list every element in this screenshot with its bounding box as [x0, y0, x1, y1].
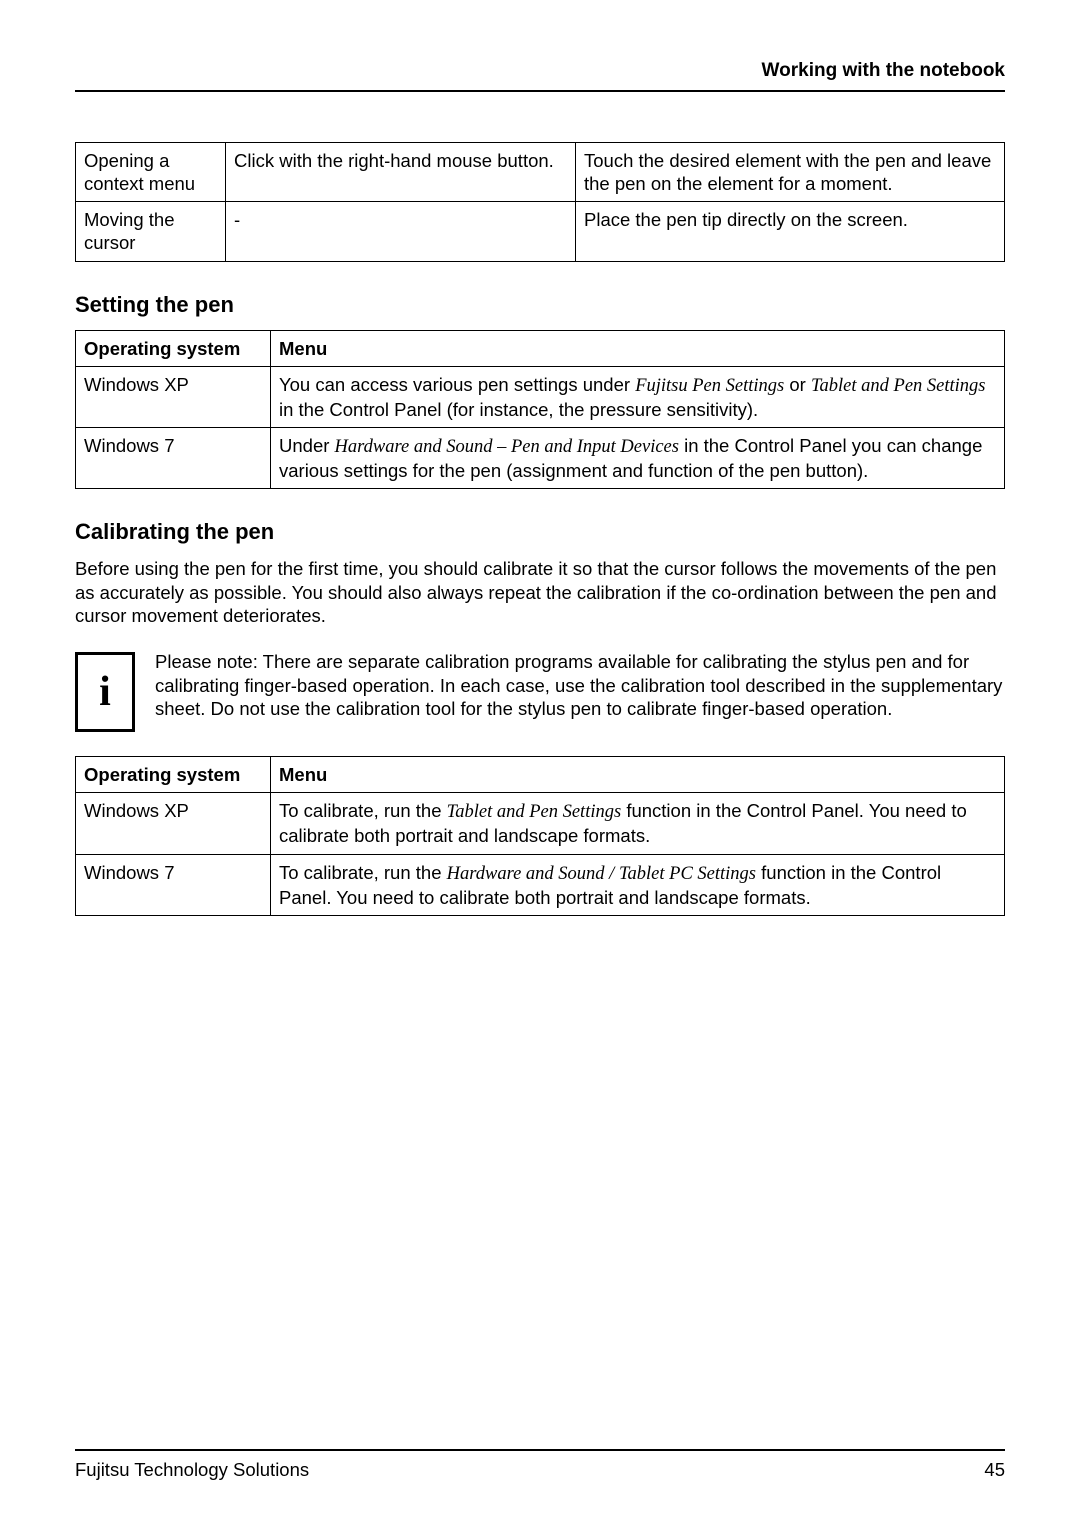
page: Working with the notebook Opening a cont… [0, 0, 1080, 1529]
footer-left: Fujitsu Technology Solutions [75, 1459, 309, 1481]
page-footer: Fujitsu Technology Solutions 45 [75, 1449, 1005, 1481]
page-header: Working with the notebook [75, 60, 1005, 92]
header-title: Working with the notebook [762, 60, 1005, 81]
info-note: i Please note: There are separate calibr… [75, 648, 1005, 732]
cell-os: Windows 7 [76, 427, 271, 488]
info-icon: i [75, 652, 135, 732]
cell-menu: You can access various pen settings unde… [271, 366, 1005, 427]
text: in the Control Panel (for instance, the … [279, 399, 758, 420]
actions-table: Opening a context menu Click with the ri… [75, 142, 1005, 262]
col-os: Operating system [76, 757, 271, 793]
text: Under [279, 435, 335, 456]
table-row: Opening a context menu Click with the ri… [76, 143, 1005, 202]
cell-os: Windows XP [76, 366, 271, 427]
italic-text: Hardware and Sound – Pen and Input Devic… [335, 437, 679, 457]
italic-text: Hardware and Sound / Tablet PC Settings [447, 864, 756, 884]
cell-os: Windows 7 [76, 854, 271, 915]
cell-menu: To calibrate, run the Tablet and Pen Set… [271, 793, 1005, 854]
footer-page-number: 45 [984, 1459, 1005, 1481]
italic-text: Tablet and Pen Settings [447, 802, 622, 822]
col-os: Operating system [76, 330, 271, 366]
table-header-row: Operating system Menu [76, 757, 1005, 793]
text: To calibrate, run the [279, 800, 447, 821]
info-text: Please note: There are separate calibrat… [155, 648, 1005, 721]
italic-text: Fujitsu Pen Settings [635, 376, 784, 396]
cell-pen: Touch the desired element with the pen a… [576, 143, 1005, 202]
table-row: Windows XP To calibrate, run the Tablet … [76, 793, 1005, 854]
heading-calibrating-pen: Calibrating the pen [75, 519, 1005, 545]
text: To calibrate, run the [279, 862, 447, 883]
cell-action: Opening a context menu [76, 143, 226, 202]
cell-mouse: - [226, 202, 576, 261]
text: or [784, 374, 811, 395]
cell-menu: To calibrate, run the Hardware and Sound… [271, 854, 1005, 915]
calibrating-intro: Before using the pen for the first time,… [75, 557, 1005, 628]
col-menu: Menu [271, 330, 1005, 366]
cell-os: Windows XP [76, 793, 271, 854]
italic-text: Tablet and Pen Settings [811, 376, 986, 396]
table-header-row: Operating system Menu [76, 330, 1005, 366]
table-row: Moving the cursor - Place the pen tip di… [76, 202, 1005, 261]
cell-pen: Place the pen tip directly on the screen… [576, 202, 1005, 261]
heading-setting-pen: Setting the pen [75, 292, 1005, 318]
info-glyph: i [99, 668, 111, 716]
cell-action: Moving the cursor [76, 202, 226, 261]
calibrating-pen-table: Operating system Menu Windows XP To cali… [75, 756, 1005, 916]
text: You can access various pen settings unde… [279, 374, 635, 395]
col-menu: Menu [271, 757, 1005, 793]
table-row: Windows XP You can access various pen se… [76, 366, 1005, 427]
setting-pen-table: Operating system Menu Windows XP You can… [75, 330, 1005, 490]
cell-menu: Under Hardware and Sound – Pen and Input… [271, 427, 1005, 488]
table-row: Windows 7 To calibrate, run the Hardware… [76, 854, 1005, 915]
cell-mouse: Click with the right-hand mouse button. [226, 143, 576, 202]
table-row: Windows 7 Under Hardware and Sound – Pen… [76, 427, 1005, 488]
